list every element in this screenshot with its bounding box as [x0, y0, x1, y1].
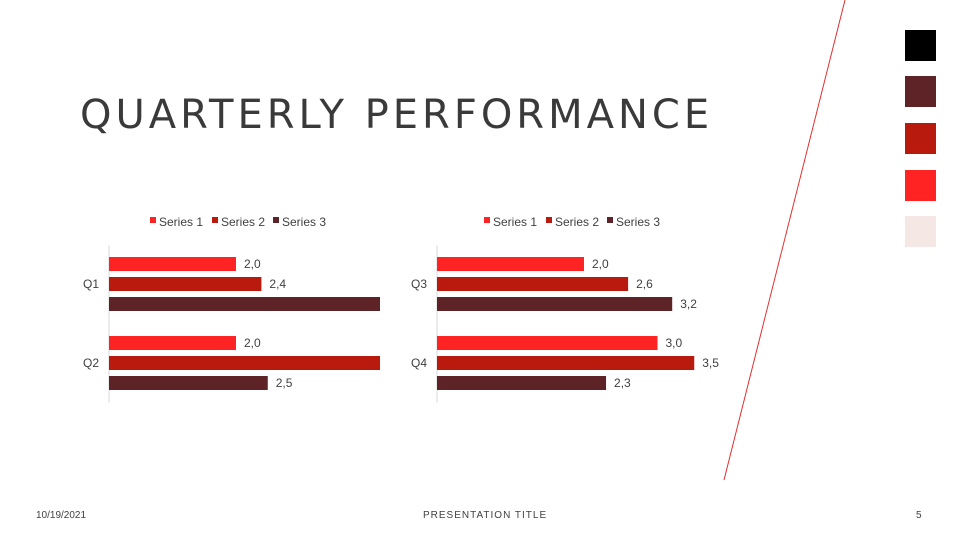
- bar-q1-series-1: [109, 257, 236, 271]
- data-label-q1-series-1: 2,0: [244, 257, 261, 271]
- data-label-q3-series-2: 2,6: [636, 277, 653, 291]
- bar-q4-series-3: [437, 376, 607, 390]
- bar-chart-q3-q4: Series 1 Series 2 Series 3 Q3 2,0 2,6 3,2 Q4 3,0…: [411, 215, 719, 403]
- legend-label-2: Series 2: [555, 215, 599, 229]
- category-label-q4: Q4: [411, 356, 427, 370]
- data-label-q3-series-3: 3,2: [680, 297, 697, 311]
- bar-q3-series-2: [437, 277, 629, 291]
- legend-marker-3: [607, 217, 613, 223]
- category-label-q2: Q2: [83, 356, 99, 370]
- color-swatch-2: [905, 76, 936, 107]
- bar-q2-series-2: [109, 356, 380, 370]
- color-swatch-4: [905, 170, 936, 201]
- bar-q3-series-1: [437, 257, 584, 271]
- data-label-q4-series-1: 3,0: [666, 336, 683, 350]
- legend-marker-2: [212, 217, 218, 223]
- legend-marker-1: [484, 217, 490, 223]
- legend-label-1: Series 1: [159, 215, 203, 229]
- slide-title: QUARTERLY PERFORMANCE: [80, 92, 714, 138]
- data-label-q4-series-2: 3,5: [702, 356, 719, 370]
- legend-marker-1: [150, 217, 156, 223]
- category-label-q3: Q3: [411, 277, 427, 291]
- bar-q1-series-2: [109, 277, 262, 291]
- data-label-q4-series-3: 2,3: [614, 376, 631, 390]
- legend-label-2: Series 2: [221, 215, 265, 229]
- slide-date: 10/19/2021: [36, 510, 87, 521]
- bar-q2-series-3: [109, 376, 268, 390]
- legend-marker-2: [546, 217, 552, 223]
- data-label-q1-series-2: 2,4: [269, 277, 286, 291]
- bar-q4-series-1: [437, 336, 658, 350]
- legend-label-1: Series 1: [493, 215, 537, 229]
- data-label-q2-series-3: 2,5: [276, 376, 293, 390]
- footer-presentation-title: PRESENTATION TITLE: [423, 510, 548, 521]
- category-label-q1: Q1: [83, 277, 99, 291]
- bar-q1-series-3: [109, 297, 380, 311]
- bar-q3-series-3: [437, 297, 673, 311]
- data-label-q2-series-1: 2,0: [244, 336, 261, 350]
- slide-page-number: 5: [916, 510, 922, 521]
- legend-label-3: Series 3: [282, 215, 326, 229]
- data-label-q3-series-1: 2,0: [592, 257, 609, 271]
- color-swatch-1: [905, 30, 936, 61]
- bar-q4-series-2: [437, 356, 695, 370]
- legend-label-3: Series 3: [616, 215, 660, 229]
- color-swatch-3: [905, 123, 936, 154]
- bar-q2-series-1: [109, 336, 236, 350]
- color-swatch-5: [905, 216, 936, 247]
- legend-marker-3: [273, 217, 279, 223]
